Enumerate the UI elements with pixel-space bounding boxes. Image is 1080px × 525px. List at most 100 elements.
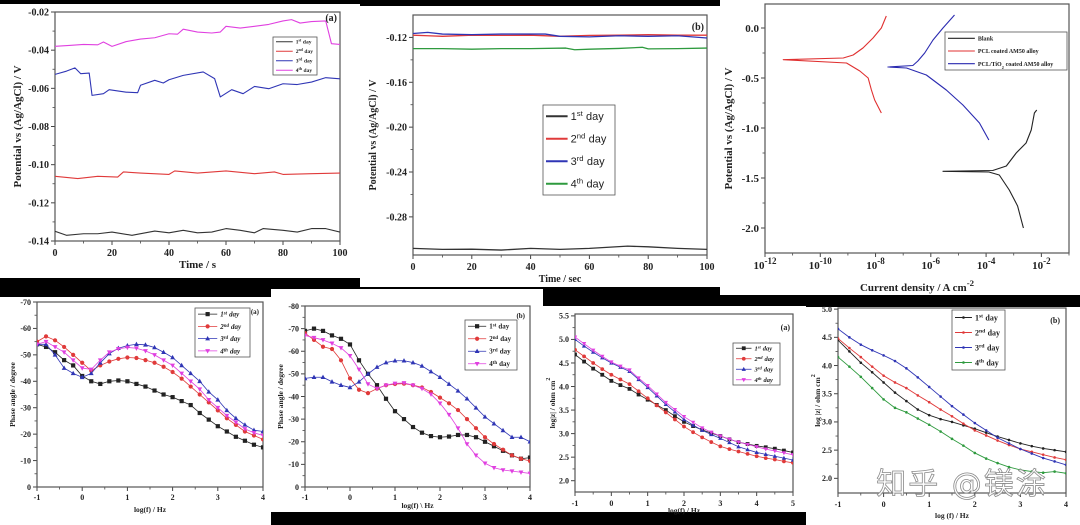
legend-label: 4th day [219, 347, 241, 355]
y-tick-label: -0.16 [386, 78, 407, 89]
data-point [772, 457, 777, 462]
legend-label: 3rd day [571, 154, 606, 169]
data-point [446, 401, 452, 406]
data-point [215, 405, 221, 411]
x-tick-label: 2 [973, 500, 977, 509]
legend-marker [741, 346, 746, 351]
data-point [437, 374, 443, 380]
data-point [984, 431, 988, 434]
data-point [188, 402, 193, 408]
data-point [916, 394, 920, 397]
legend-item: 3rd day [546, 154, 606, 169]
y-axis-label-superscript: 2 [546, 378, 552, 381]
data-point [509, 434, 515, 440]
data-point [916, 408, 920, 411]
x-tick-label: 5 [791, 499, 795, 508]
y-tick-label: -0.08 [28, 122, 49, 133]
legend-ordinal: 4 [219, 347, 224, 355]
data-point [464, 396, 470, 401]
legend-ordinal-suffix: th [224, 348, 228, 353]
legend-item: 3rd day [198, 335, 241, 343]
data-point [754, 454, 759, 459]
data-point [62, 344, 67, 350]
data-point [482, 435, 488, 440]
data-point [134, 355, 139, 361]
legend-label: 3rd day [489, 348, 511, 356]
x-tick-label: 80 [278, 248, 288, 259]
data-point [838, 355, 840, 359]
legend-ordinal: 2 [296, 49, 299, 55]
y-tick-label: -40 [288, 392, 299, 401]
data-point [996, 461, 999, 465]
data-point [645, 383, 650, 388]
y-tick-label: -0.24 [386, 168, 407, 179]
tick-base: 10 [866, 260, 878, 272]
data-point [52, 338, 58, 343]
data-point [1041, 471, 1045, 474]
legend-ordinal-suffix: st [298, 39, 301, 43]
legend-day-text: day [500, 348, 511, 356]
data-point [950, 437, 954, 441]
data-point [500, 427, 506, 433]
data-point [224, 407, 230, 413]
data-point [1019, 447, 1022, 451]
data-point [690, 420, 696, 425]
legend-day-text: day [499, 360, 510, 368]
y-tick-label: 3.5 [822, 390, 832, 399]
data-point [70, 358, 76, 363]
legend-marker [475, 324, 480, 329]
data-point [80, 360, 85, 365]
data-point [320, 374, 326, 380]
data-point [681, 415, 687, 420]
y-axis-label: Potential vs (Ag/AgCl) / V [12, 65, 24, 187]
data-point [106, 350, 112, 355]
legend-label: 1st day [755, 344, 773, 353]
data-point [134, 346, 139, 351]
data-point [455, 407, 461, 413]
plot-frame [304, 305, 531, 488]
data-point [52, 350, 58, 355]
data-point [374, 383, 380, 388]
x-tick-label: -1 [34, 493, 41, 502]
data-point [950, 414, 954, 418]
data-point [962, 444, 965, 447]
data-point [1064, 450, 1066, 454]
y-tick-label: 0 [27, 483, 31, 492]
legend-marker [962, 316, 965, 319]
legend-ordinal-suffix: th [758, 376, 762, 381]
x-tick-label: 10-6 [922, 256, 941, 272]
data-point [763, 445, 768, 450]
legend-item: 3rd day [955, 343, 999, 352]
data-point [170, 395, 175, 400]
data-point [581, 342, 587, 347]
y-axis-label-text: Potential vs (Ag/AgCl) / V [723, 67, 735, 189]
data-point [636, 389, 641, 394]
data-point [383, 383, 389, 388]
legend-item: Blank [948, 36, 994, 42]
y-tick-label: 0 [295, 483, 299, 492]
data-point [636, 392, 641, 397]
legend-label: 3rd day [296, 58, 313, 65]
plot-area [55, 19, 340, 236]
legend-ordinal: 1 [489, 323, 493, 331]
data-point [70, 370, 76, 376]
data-point [682, 424, 686, 429]
legend-label: 4th day [296, 67, 313, 74]
y-axis-label-text: Phase angle / degree [8, 362, 17, 427]
data-point [125, 355, 130, 360]
data-point [927, 385, 931, 389]
plot-frame [412, 14, 708, 256]
data-point [1030, 452, 1034, 455]
legend-label: 1st day [296, 39, 312, 46]
plot-area [413, 31, 707, 251]
legend-label: 3rd day [219, 335, 241, 343]
data-point [320, 344, 326, 349]
data-point [527, 471, 530, 477]
x-tick-label: 0 [53, 248, 58, 259]
data-point [233, 420, 239, 425]
y-tick-label: -0.20 [386, 123, 407, 134]
x-axis-label: Time / s [179, 259, 217, 271]
plot-area [575, 335, 793, 465]
data-point [782, 448, 786, 453]
data-point [356, 387, 362, 392]
